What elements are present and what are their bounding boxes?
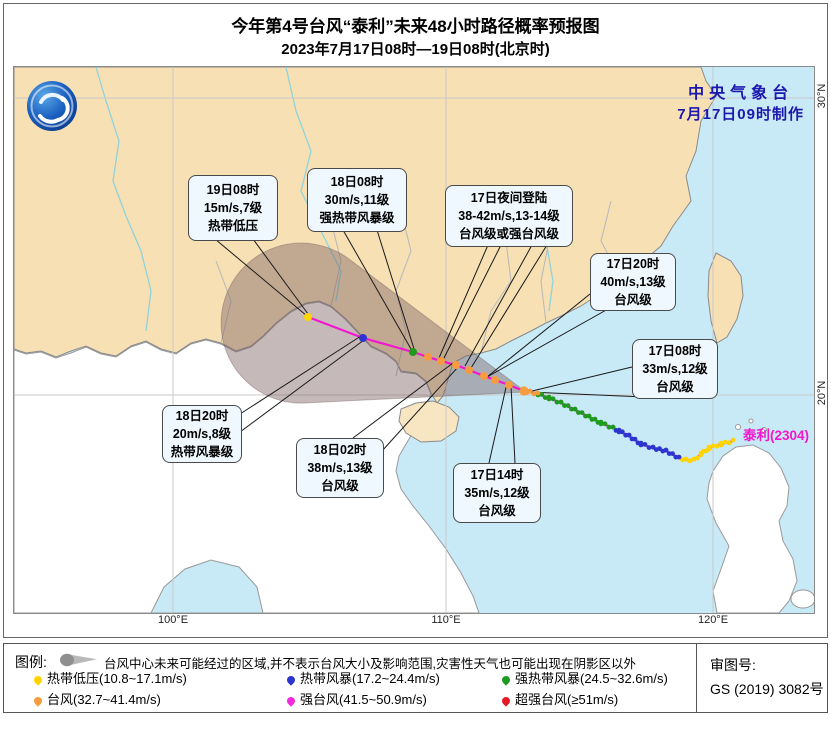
longitude-label: 100°E: [157, 614, 189, 626]
legend-color-dot: [32, 674, 44, 686]
map-canvas: [14, 67, 814, 613]
callout-line: 17日20时: [606, 256, 660, 271]
callout-line: 38-42m/s,13-14级: [458, 208, 560, 223]
callout-line: 15m/s,7级: [203, 200, 263, 215]
page-title: 今年第4号台风“泰利”未来48小时路径概率预报图: [231, 17, 600, 36]
forecast-callout-1: 18日08时 30m/s,11级 强热带风暴级: [307, 168, 407, 232]
legend-item-label: 超强台风(≥51m/s): [515, 692, 619, 707]
latitude-label: 30°N: [816, 83, 828, 109]
callout-line: 40m/s,13级: [600, 274, 666, 289]
legend-item: 台风(32.7~41.4m/s): [32, 689, 161, 708]
callout-line: 台风级或强台风级: [458, 227, 559, 242]
legend-color-dot: [285, 695, 297, 707]
callout-line: 台风级: [321, 479, 359, 494]
storm-name-label: 泰利(2304): [743, 428, 810, 443]
legend-color-dot: [32, 695, 44, 707]
callout-line: 热带低压: [207, 219, 258, 234]
callout-line: 17日08时: [648, 343, 702, 358]
forecast-callout-7: 17日14时 35m/s,12级 台风级: [453, 463, 541, 523]
callout-line: 38m/s,13级: [307, 460, 373, 475]
small-island: [735, 424, 741, 430]
review-value: GS (2019) 3082号: [710, 680, 824, 697]
forecast-callout-4: 17日08时 33m/s,12级 台风级: [632, 339, 718, 399]
forecast-callout-6: 18日02时 38m/s,13级 台风级: [296, 438, 384, 498]
callout-line: 强热带风暴级: [319, 211, 395, 226]
small-island: [790, 589, 814, 609]
callout-line: 18日08时: [330, 174, 384, 189]
legend-item: 强热带风暴(24.5~32.6m/s): [500, 668, 668, 687]
page-subtitle: 2023年7月17日08时—19日08时(北京时): [281, 41, 550, 58]
callout-line: 33m/s,12级: [642, 361, 708, 376]
cma-logo-icon: [27, 81, 77, 131]
cone-legend-text: 台风中心未来可能经过的区域,并不表示台风大小及影响范围,灾害性天气也可能出现在阴…: [104, 657, 636, 671]
legend-item-label: 台风(32.7~41.4m/s): [47, 692, 161, 707]
legend-item-label: 热带低压(10.8~17.1m/s): [47, 671, 187, 686]
indochina-land: [14, 301, 480, 613]
observed-track-dots: [521, 387, 736, 464]
callout-line: 台风级: [656, 380, 694, 395]
taiwan-island: [707, 252, 744, 344]
forecast-callout-3: 17日20时 40m/s,13级 台风级: [590, 253, 676, 311]
longitude-label: 110°E: [431, 614, 461, 626]
legend-item: 热带风暴(17.2~24.4m/s): [285, 668, 440, 687]
luzon-island: [706, 444, 798, 613]
callout-line: 35m/s,12级: [464, 485, 530, 500]
figure-frame: 今年第4号台风“泰利”未来48小时路径概率预报图 2023年7月17日08时—1…: [3, 3, 828, 638]
map-review-number: 审图号: GS (2019) 3082号: [710, 654, 824, 702]
callout-line: 20m/s,8级: [172, 426, 232, 441]
callout-line: 18日02时: [313, 442, 367, 457]
callout-line: 热带风暴级: [170, 445, 234, 460]
latitude-label: 20°N: [816, 380, 828, 406]
forecast-map: 中央气象台 7月17日09时制作 泰利(2304) 19日08时 15m/s,7级…: [13, 66, 815, 614]
review-label: 审图号:: [710, 657, 756, 673]
callout-line: 30m/s,11级: [324, 192, 390, 207]
small-island: [748, 418, 754, 424]
legend-item: 热带低压(10.8~17.1m/s): [32, 668, 187, 687]
callout-line: 台风级: [614, 293, 652, 308]
callout-line: 18日20时: [175, 408, 229, 423]
legend-item-label: 强热带风暴(24.5~32.6m/s): [515, 671, 668, 686]
agency-name: 中央气象台: [688, 85, 794, 102]
legend-item: 强台风(41.5~50.9m/s): [285, 689, 427, 708]
legend-item-label: 热带风暴(17.2~24.4m/s): [300, 671, 440, 686]
callout-line: 台风级: [478, 504, 516, 519]
forecast-callout-0: 19日08时 15m/s,7级 热带低压: [188, 175, 278, 241]
small-island: [761, 427, 767, 433]
callout-line: 17日14时: [470, 467, 524, 482]
legend-item-label: 强台风(41.5~50.9m/s): [300, 692, 427, 707]
forecast-callout-2: 17日夜间登陆 38-42m/s,13-14级 台风级或强台风级: [445, 185, 573, 247]
legend-divider: [696, 644, 697, 712]
legend-title: 图例:: [15, 654, 47, 670]
issue-time: 7月17日09时制作: [677, 106, 804, 123]
legend-item: 超强台风(≥51m/s): [500, 689, 619, 708]
agency-credit: 中央气象台 7月17日09时制作: [677, 79, 804, 124]
forecast-track-dots: [304, 313, 529, 396]
callout-line: 19日08时: [206, 182, 260, 197]
callout-line: 17日夜间登陆: [470, 190, 548, 205]
forecast-callout-5: 18日20时 20m/s,8级 热带风暴级: [162, 405, 242, 463]
legend-color-dot: [285, 674, 297, 686]
callout-leader-lines: [214, 229, 645, 464]
gulf-of-thailand: [150, 559, 264, 613]
legend-box: 图例: 台风中心未来可能经过的区域,并不表示台风大小及影响范围,灾害性天气也可能…: [3, 643, 828, 713]
hainan-island: [398, 400, 460, 443]
cone-legend-icon: [60, 653, 97, 667]
legend-color-dot: [500, 674, 512, 686]
legend-color-dot: [500, 695, 512, 707]
longitude-label: 120°E: [697, 614, 729, 626]
